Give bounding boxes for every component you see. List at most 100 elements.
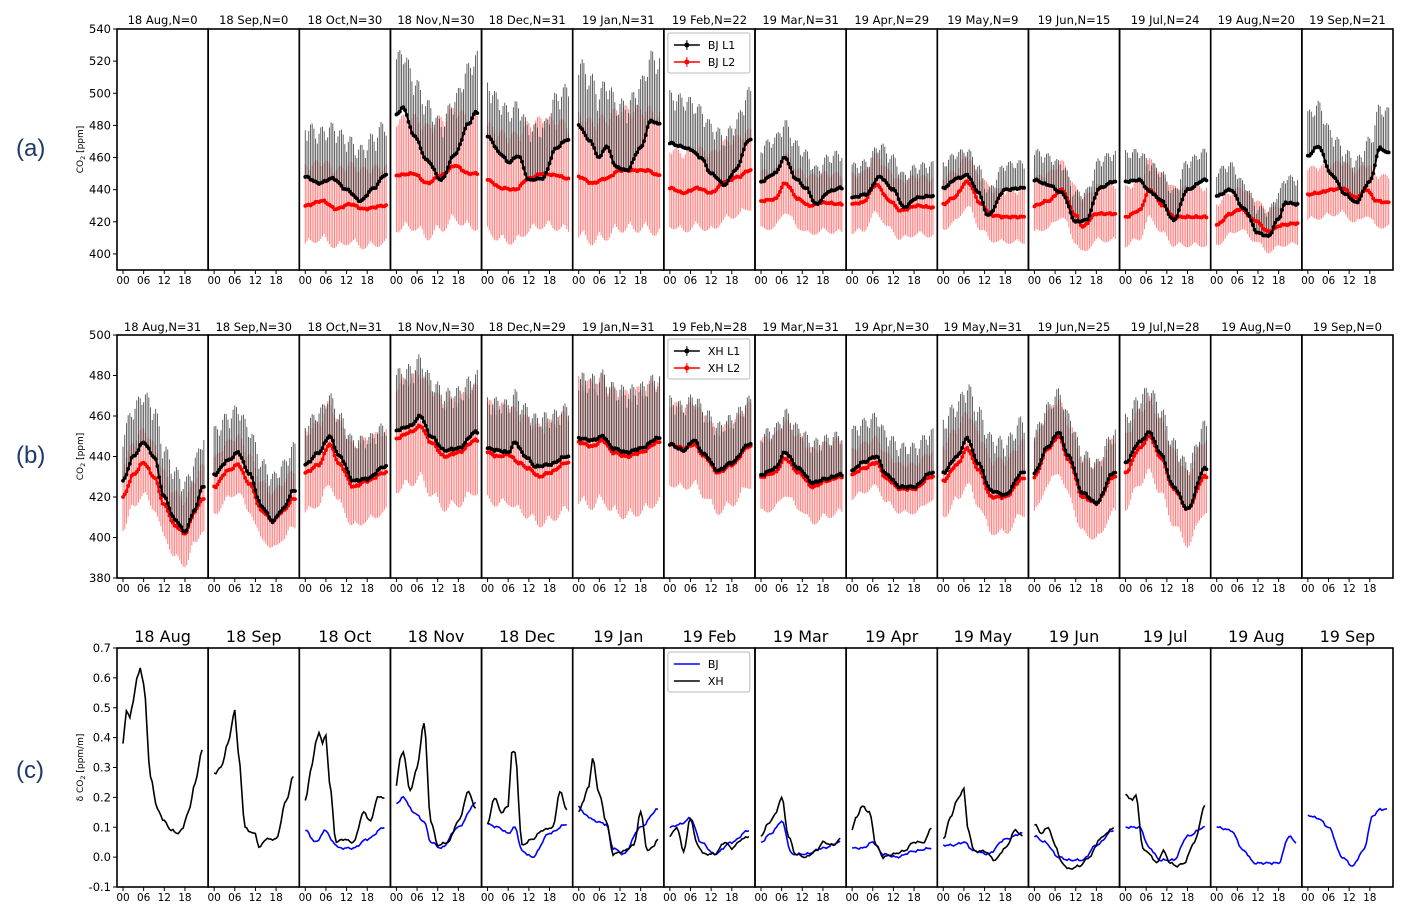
mean-point-l1 [365, 193, 370, 198]
mean-point-l1 [459, 445, 464, 450]
mean-point-l1 [1058, 431, 1063, 436]
mean-point-l1 [1180, 197, 1185, 202]
mean-point-l1 [373, 186, 378, 190]
mean-point-l1 [213, 473, 218, 478]
mean-point-l1 [1084, 491, 1088, 496]
mean-point-l1 [189, 513, 194, 518]
mean-point-l1 [1373, 163, 1377, 168]
mean-point-l1 [1166, 474, 1171, 479]
mean-point-l1 [375, 182, 380, 187]
x-tick-label: 18 [1181, 583, 1194, 595]
mean-point-l1 [1173, 486, 1178, 490]
mean-point-l1 [1051, 184, 1056, 189]
mean-point-l1 [839, 473, 844, 478]
mean-point-l2 [931, 474, 935, 479]
mean-point-l1 [977, 461, 982, 466]
mean-point-l2 [215, 482, 220, 487]
mean-point-l1 [790, 170, 794, 175]
mean-point-l1 [520, 450, 524, 455]
mean-point-l2 [231, 466, 235, 471]
mean-point-l2 [776, 193, 781, 198]
mean-point-l1 [1324, 164, 1329, 169]
mean-point-l1 [931, 470, 935, 475]
month-title: 18 Aug,N=0 [128, 13, 198, 27]
mean-point-l2 [458, 165, 462, 170]
mean-point-l1 [1085, 217, 1090, 222]
mean-point-l1 [931, 194, 935, 198]
mean-point-l1 [779, 454, 784, 459]
mean-point-l1 [970, 181, 975, 186]
mean-point-l1 [236, 450, 241, 454]
x-tick-label: 06 [1231, 275, 1245, 287]
mean-point-l1 [643, 445, 648, 450]
mean-point-l2 [1386, 200, 1391, 205]
mean-point-l2 [566, 176, 571, 181]
mean-point-l1 [250, 475, 254, 480]
mean-point-l1 [738, 452, 743, 457]
month-title: 19 May,N=31 [944, 320, 1023, 334]
mean-point-l1 [1269, 230, 1274, 235]
mean-point-l1 [508, 449, 512, 454]
mean-point-l1 [1035, 466, 1040, 471]
mean-point-l2 [1127, 468, 1131, 472]
mean-point-l1 [796, 178, 801, 182]
mean-point-l1 [1359, 193, 1364, 198]
mean-point-l1 [1333, 176, 1338, 181]
x-tick-label: 12 [522, 275, 535, 287]
mean-point-l1 [329, 435, 333, 440]
x-tick-label: 12 [1160, 275, 1173, 287]
mean-point-l1 [188, 517, 192, 522]
mean-point-l2 [779, 185, 784, 190]
x-tick-label: 12 [158, 583, 171, 595]
mean-point-l1 [251, 481, 256, 486]
mean-point-l1 [231, 455, 235, 460]
mean-point-l1 [256, 499, 261, 503]
mean-point-l1 [1166, 212, 1171, 217]
subplot-frame [936, 28, 1030, 271]
mean-point-l1 [807, 190, 812, 195]
mean-point-l2 [774, 196, 779, 200]
mean-point-l2 [241, 471, 246, 475]
x-tick-label: 12 [249, 275, 262, 287]
mean-point-l1 [1175, 214, 1180, 219]
mean-point-l1 [986, 484, 990, 488]
x-tick-label: 00 [1028, 583, 1041, 595]
mean-point-l2 [968, 451, 973, 456]
mean-point-l2 [516, 186, 521, 191]
x-tick-label: 12 [978, 583, 991, 595]
mean-point-l1 [839, 186, 844, 191]
mean-point-l2 [146, 466, 151, 471]
mean-point-l1 [434, 171, 438, 176]
mean-point-l1 [509, 445, 514, 450]
mean-point-l1 [1233, 193, 1238, 198]
mean-point-l1 [1068, 456, 1073, 460]
month-title: 18 Nov,N=30 [397, 320, 474, 334]
mean-point-l1 [762, 472, 767, 477]
mean-point-l1 [891, 477, 896, 482]
y-tick-label: 460 [89, 151, 111, 165]
mean-point-l1 [566, 137, 571, 142]
mean-point-l1 [1197, 475, 1202, 480]
mean-point-l1 [468, 120, 473, 125]
x-tick-label: 12 [704, 275, 717, 287]
mean-point-l2 [416, 173, 421, 178]
mean-point-l2 [1133, 451, 1138, 455]
x-tick-label: 06 [1048, 583, 1062, 595]
mean-point-l1 [186, 523, 191, 527]
mean-point-l1 [1168, 479, 1173, 484]
mean-point-l1 [415, 416, 419, 421]
month-title: 19 Sep,N=0 [1313, 320, 1382, 334]
mean-point-l1 [1182, 192, 1186, 197]
mean-point-l1 [184, 528, 189, 533]
mean-point-l1 [1321, 152, 1326, 157]
mean-point-l1 [913, 485, 918, 490]
x-tick-label: 18 [269, 583, 282, 595]
mean-point-l1 [704, 163, 708, 168]
mean-point-l1 [1177, 491, 1181, 496]
mean-point-l1 [1364, 183, 1369, 188]
x-tick-label: 00 [754, 583, 767, 595]
mean-point-l1 [521, 166, 526, 170]
mean-point-l1 [630, 160, 634, 165]
mean-point-l1 [626, 168, 631, 173]
mean-point-l2 [348, 481, 352, 486]
